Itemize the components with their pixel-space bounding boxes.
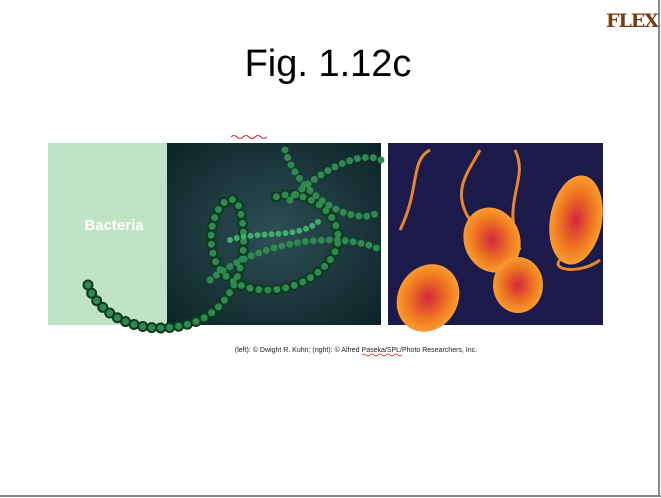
label-panel: [48, 143, 168, 325]
logo: FLEX: [606, 10, 659, 32]
slide-title: Fig. 1.12c: [245, 43, 412, 85]
bacteria-chains: [82, 146, 385, 334]
bacteria-cells: [396, 175, 603, 332]
figure-credit: (left): © Dwight R. Kuhn; (right): © Alf…: [235, 346, 477, 354]
figure-label: Bacteria: [84, 217, 144, 234]
spellcheck-mark: [230, 135, 268, 139]
spellcheck-mark: [361, 353, 403, 357]
